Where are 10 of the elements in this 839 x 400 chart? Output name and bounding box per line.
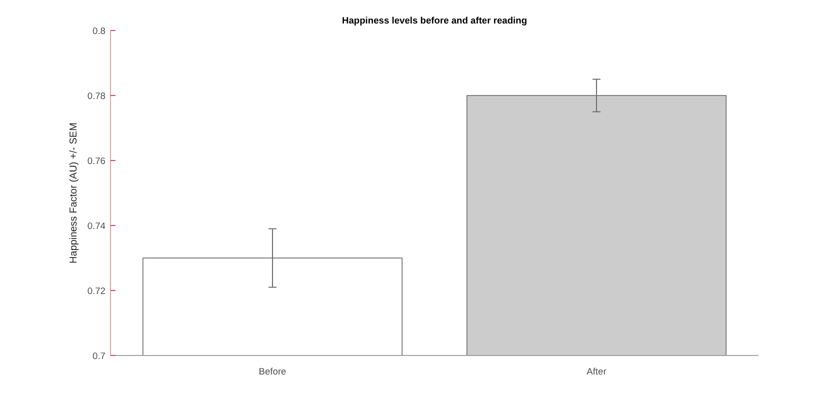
y-tick-label: 0.78 [87, 91, 106, 101]
x-tick-label: Before [258, 366, 286, 376]
y-tick-label: 0.7 [92, 351, 106, 361]
y-tick-label: 0.72 [87, 286, 106, 296]
y-tick-label: 0.74 [87, 221, 106, 231]
y-tick-label: 0.8 [92, 26, 106, 36]
y-axis-title: Happiness Factor (AU) +/- SEM [68, 122, 80, 264]
chart-title: Happiness levels before and after reading [342, 16, 528, 26]
x-tick-label: After [586, 366, 606, 376]
y-tick-label: 0.76 [87, 156, 106, 166]
